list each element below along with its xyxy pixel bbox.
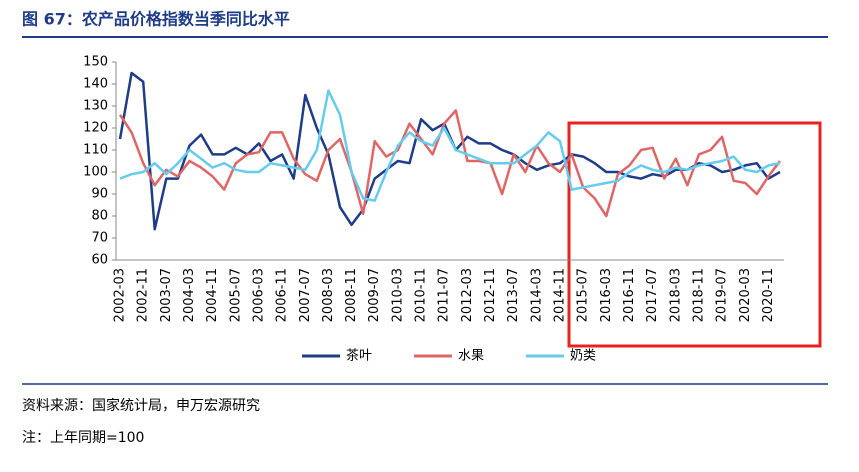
- x-tick-label: 2019-07: [715, 268, 730, 322]
- series-line: [118, 71, 781, 231]
- x-tick-label: 2009-07: [367, 268, 382, 322]
- y-tick-label: 60: [91, 253, 108, 268]
- x-tick-label: 2015-07: [576, 268, 591, 322]
- legend-label: 奶类: [570, 349, 596, 364]
- x-tick-label: 2002-03: [113, 268, 128, 322]
- x-tick-label: 2012-11: [483, 268, 498, 322]
- x-tick-label: 2004-11: [205, 268, 220, 322]
- x-tick-label: 2008-11: [344, 268, 359, 322]
- chart-title: 图 67：农产品价格指数当季同比水平: [22, 10, 290, 29]
- y-tick-label: 70: [91, 231, 108, 246]
- note: 注：上年同期=100: [22, 430, 144, 446]
- x-tick-label: 2003-07: [159, 268, 174, 322]
- x-tick-label: 2010-03: [390, 268, 405, 322]
- y-tick-label: 150: [83, 55, 108, 70]
- x-tick-label: 2007-07: [298, 268, 313, 322]
- y-tick-label: 130: [83, 99, 108, 114]
- x-tick-label: 2010-11: [414, 268, 429, 322]
- x-tick-label: 2006-03: [251, 268, 266, 322]
- x-tick-label: 2006-11: [275, 268, 290, 322]
- y-tick-label: 120: [83, 121, 108, 136]
- x-tick-label: 2002-11: [136, 268, 151, 322]
- series-line: [119, 89, 781, 202]
- y-tick-label: 100: [83, 165, 108, 180]
- x-tick-label: 2020-03: [738, 268, 753, 322]
- x-tick-label: 2016-03: [599, 268, 614, 322]
- x-tick-label: 2013-07: [506, 268, 521, 322]
- legend-label: 茶叶: [346, 348, 372, 364]
- x-tick-label: 2004-03: [182, 268, 197, 322]
- legend-label: 水果: [458, 349, 484, 364]
- series-line: [118, 109, 781, 218]
- x-tick-label: 2005-07: [228, 268, 243, 322]
- x-tick-label: 2011-07: [437, 268, 452, 322]
- source: 资料来源：国家统计局，申万宏源研究: [22, 397, 260, 414]
- y-tick-label: 140: [83, 77, 108, 92]
- x-tick-label: 2014-03: [529, 268, 544, 322]
- highlight-box: [567, 121, 822, 348]
- y-tick-label: 90: [91, 187, 108, 202]
- x-tick-label: 2016-11: [622, 268, 637, 322]
- y-tick-label: 80: [91, 209, 108, 224]
- y-tick-label: 110: [83, 143, 108, 158]
- x-tick-label: 2012-03: [460, 268, 475, 322]
- x-tick-label: 2014-11: [553, 268, 568, 322]
- x-tick-label: 2018-11: [691, 268, 706, 322]
- x-tick-label: 2017-07: [645, 268, 660, 322]
- x-tick-label: 2020-11: [761, 268, 776, 322]
- x-tick-label: 2018-03: [668, 268, 683, 322]
- x-tick-label: 2008-03: [321, 268, 336, 322]
